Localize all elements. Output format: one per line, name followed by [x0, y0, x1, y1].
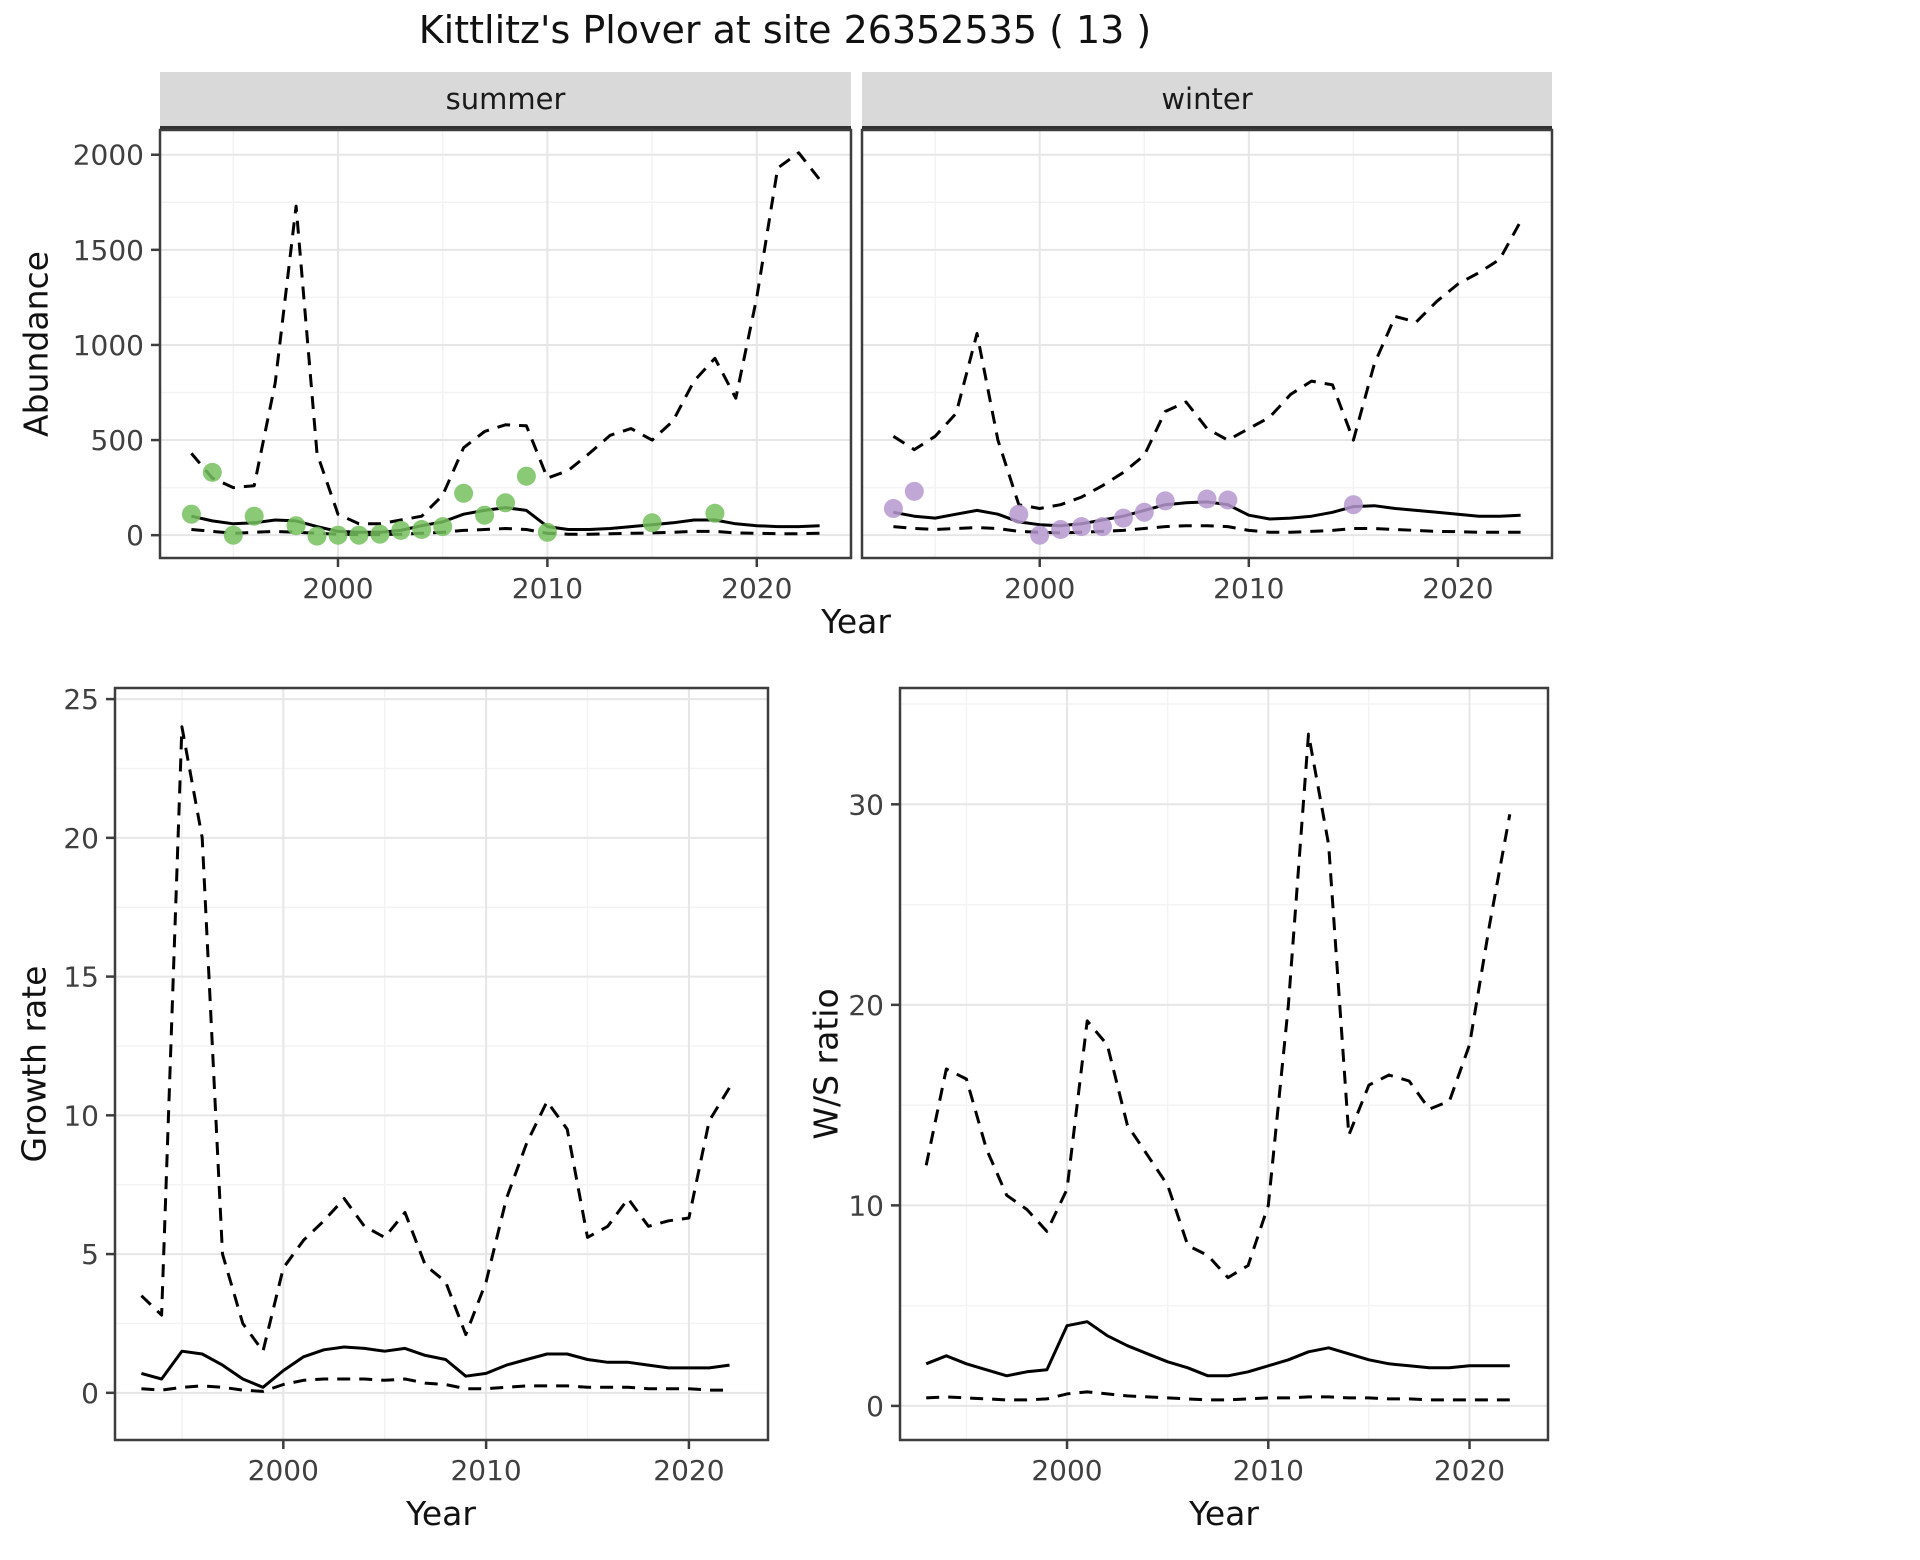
x-tick-label: 2000 [302, 572, 373, 605]
upper-ci-line [924, 732, 1512, 1280]
y-tick-label: 500 [91, 424, 144, 457]
x-tick-label: 2010 [512, 572, 583, 605]
observed-winter-point [883, 499, 903, 518]
lower-ci-line [191, 527, 820, 537]
y-tick-label: 10 [848, 1189, 884, 1222]
x-tick-label: 2020 [1434, 1454, 1505, 1487]
x-tick-label: 2010 [1233, 1454, 1304, 1487]
panel-background [900, 688, 1548, 1440]
observed-winter-point [1218, 490, 1238, 510]
observed-summer-point [475, 505, 495, 525]
x-tick-label: 2020 [653, 1454, 724, 1487]
y-tick-label: 0 [126, 519, 144, 552]
lower-ci-line [926, 1390, 1510, 1402]
upper-ci-line [892, 220, 1522, 510]
median-line [140, 1345, 730, 1389]
x-tick-label: 2010 [1213, 572, 1284, 605]
observed-summer-point [202, 462, 222, 482]
y-tick-label: 30 [848, 788, 884, 821]
observed-summer-point [370, 524, 390, 544]
y-axis-title-growth-rate: Growth rate [14, 965, 54, 1163]
panel-growth-rate: 2000 2010 2020 0 5 10 15 20 25 [63, 683, 770, 1487]
observed-summer-point [537, 522, 557, 542]
y-tick-label: 20 [63, 822, 99, 855]
observed-summer-point [223, 525, 243, 545]
x-tick-label: 2000 [1031, 1454, 1102, 1487]
observed-summer-point [181, 504, 201, 524]
y-tick-label: 5 [81, 1238, 99, 1271]
observed-winter-point [1134, 502, 1154, 522]
figure-title: Kittlitz's Plover at site 26352535 ( 13 … [418, 8, 1152, 52]
panel-background [115, 688, 768, 1440]
y-tick-label: 25 [63, 683, 99, 716]
observed-summer-point [454, 483, 474, 503]
observed-summer-point [328, 525, 348, 545]
x-tick-label: 2000 [1004, 572, 1075, 605]
observed-summer-point [496, 493, 515, 513]
upper-ci-line [190, 151, 821, 526]
upper-ci-line [140, 725, 731, 1353]
observed-winter-point [1155, 491, 1175, 511]
panel-ws-ratio: 2000 2010 2020 0 10 20 30 [848, 686, 1550, 1487]
y-axis-title-ws-ratio: W/S ratio [806, 988, 846, 1140]
observed-winter-point [1072, 517, 1091, 537]
y-tick-label: 1000 [73, 329, 144, 362]
observed-summer-point [349, 525, 369, 545]
observed-summer-point [433, 517, 453, 537]
panel-border [113, 686, 770, 1442]
observed-summer-point [391, 520, 411, 540]
observed-winter-point [1093, 517, 1112, 537]
facet-label-summer: summer [445, 82, 566, 116]
y-tick-label: 2000 [73, 139, 144, 172]
observed-winter-point [1197, 489, 1217, 509]
x-axis-title-year-bottom-right: Year [1189, 1494, 1259, 1533]
lower-ci-line [141, 1377, 730, 1393]
observed-winter-point [1030, 525, 1050, 545]
observed-summer-point [244, 506, 264, 526]
y-tick-label: 0 [866, 1390, 884, 1423]
observed-winter-point [1113, 508, 1133, 528]
observed-summer-point [705, 503, 725, 523]
x-axis-title-year-bottom-left: Year [406, 1494, 476, 1533]
y-tick-label: 20 [848, 989, 884, 1022]
facet-strip-summer: summer [160, 72, 851, 130]
y-tick-label: 10 [63, 1099, 99, 1132]
x-axis-title-year-top: Year [821, 602, 891, 641]
observed-winter-point [904, 481, 924, 501]
x-tick-label: 2010 [450, 1454, 521, 1487]
panel-abundance-summer: 2000 2010 2020 0 500 1000 1500 2000 [73, 128, 853, 605]
median-line [925, 1320, 1510, 1378]
observed-summer-point [516, 466, 536, 486]
panel-border [860, 128, 1554, 560]
observed-winter-point [1051, 520, 1071, 539]
x-tick-label: 2020 [721, 572, 792, 605]
y-tick-label: 1500 [73, 234, 144, 267]
observed-winter-point [1343, 495, 1363, 515]
observed-summer-point [642, 513, 662, 533]
facet-strip-winter: winter [862, 72, 1552, 130]
observed-summer-point [286, 516, 306, 536]
facet-label-winter: winter [1161, 82, 1253, 116]
observed-summer-point [307, 526, 327, 546]
y-tick-label: 15 [63, 961, 99, 994]
observed-winter-point [1009, 504, 1029, 524]
panel-border [898, 686, 1550, 1442]
y-tick-label: 0 [81, 1377, 99, 1410]
observed-summer-point [412, 520, 432, 539]
lower-ci-line [893, 524, 1521, 535]
y-axis-title-abundance: Abundance [16, 251, 56, 437]
panel-abundance-winter: 2000 2010 2020 [860, 128, 1554, 605]
x-tick-label: 2020 [1422, 572, 1493, 605]
x-tick-label: 2000 [248, 1454, 319, 1487]
